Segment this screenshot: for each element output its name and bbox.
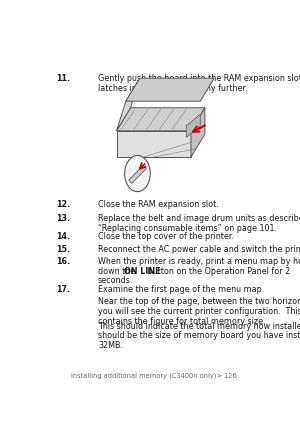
Text: Reconnect the AC power cable and switch the printer on.: Reconnect the AC power cable and switch …	[98, 244, 300, 253]
Text: down the: down the	[98, 266, 138, 275]
Text: you will see the current printer configuration.  This list: you will see the current printer configu…	[98, 306, 300, 315]
Text: Examine the first page of the menu map.: Examine the first page of the menu map.	[98, 284, 264, 293]
Text: Replace the belt and image drum units as described in: Replace the belt and image drum units as…	[98, 213, 300, 222]
Circle shape	[125, 156, 150, 192]
Text: 16.: 16.	[56, 256, 70, 265]
Text: 32MB.: 32MB.	[98, 340, 123, 349]
Polygon shape	[126, 79, 214, 102]
Text: Near the top of the page, between the two horizontal lines,: Near the top of the page, between the tw…	[98, 296, 300, 305]
Text: Gently push the board into the RAM expansion slot until it: Gently push the board into the RAM expan…	[98, 74, 300, 83]
Text: Close the top cover of the printer.: Close the top cover of the printer.	[98, 232, 234, 241]
Text: 17.: 17.	[56, 284, 70, 293]
Text: 11.: 11.	[56, 74, 70, 83]
Text: 14.: 14.	[56, 232, 70, 241]
Text: ON LINE: ON LINE	[124, 266, 161, 275]
Text: seconds.: seconds.	[98, 276, 133, 285]
Text: Installing additional memory (C3400n only)> 126: Installing additional memory (C3400n onl…	[71, 372, 237, 378]
Text: latches in and will not go any further.: latches in and will not go any further.	[98, 84, 248, 93]
FancyBboxPatch shape	[116, 132, 191, 158]
Text: This should indicate the total memory now installed, which: This should indicate the total memory no…	[98, 321, 300, 330]
Polygon shape	[191, 109, 205, 158]
Polygon shape	[116, 79, 140, 132]
Text: should be the size of memory board you have installed plus: should be the size of memory board you h…	[98, 331, 300, 340]
Text: button on the Operation Panel for 2: button on the Operation Panel for 2	[145, 266, 290, 275]
Text: Close the RAM expansion slot.: Close the RAM expansion slot.	[98, 199, 219, 208]
Text: contains the figure for total memory size.: contains the figure for total memory siz…	[98, 316, 266, 325]
Polygon shape	[129, 166, 146, 184]
Polygon shape	[116, 109, 205, 132]
Polygon shape	[186, 115, 200, 138]
Text: 15.: 15.	[56, 244, 70, 253]
Text: 13.: 13.	[56, 213, 70, 222]
Text: 12.: 12.	[56, 199, 70, 208]
Text: “Replacing consumable items” on page 101.: “Replacing consumable items” on page 101…	[98, 223, 277, 232]
Text: When the printer is ready, print a menu map by holding: When the printer is ready, print a menu …	[98, 256, 300, 265]
